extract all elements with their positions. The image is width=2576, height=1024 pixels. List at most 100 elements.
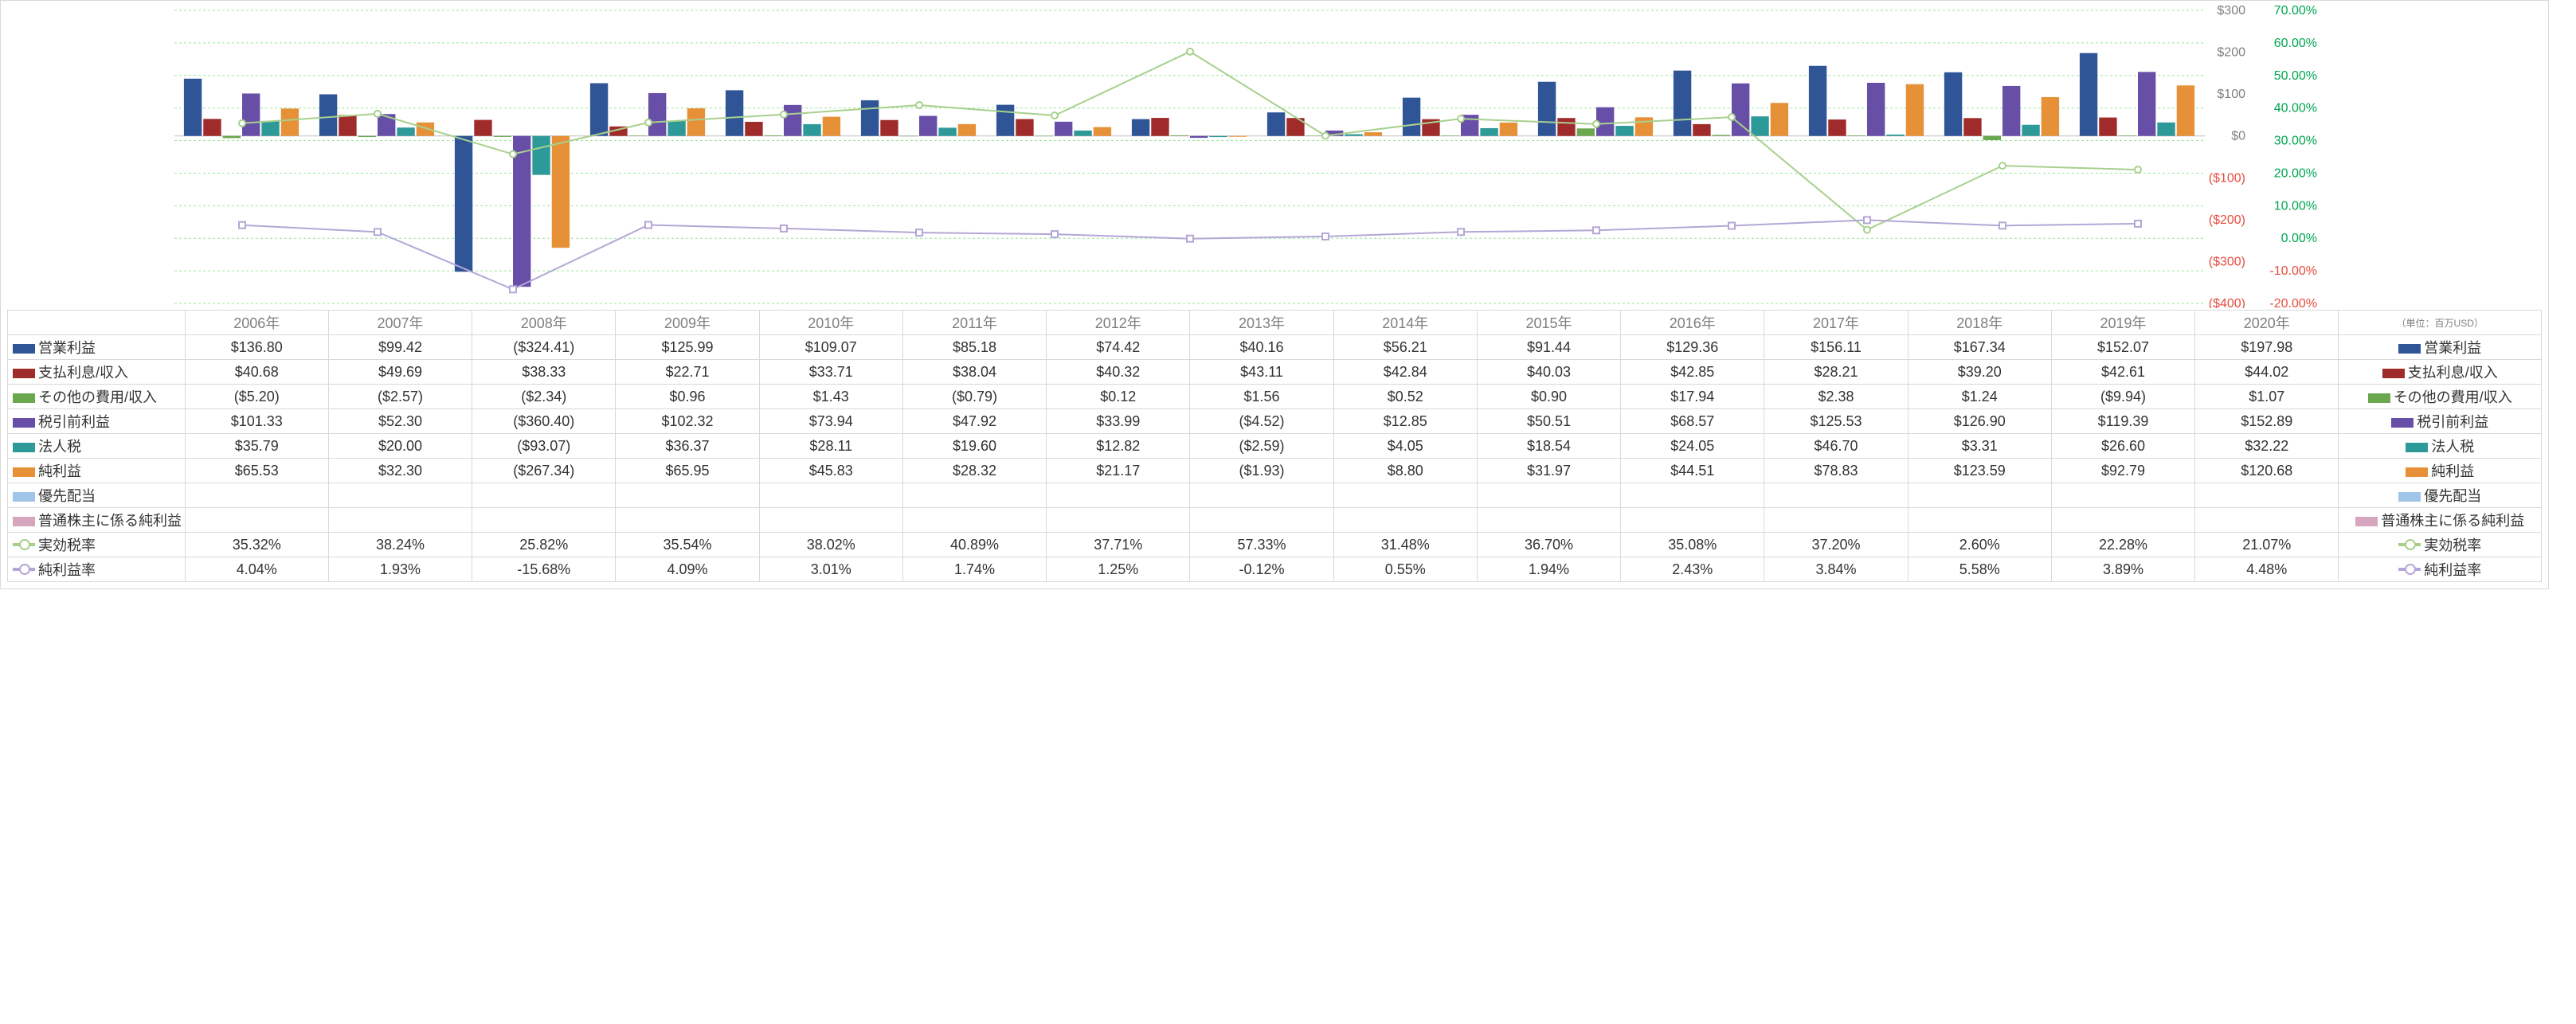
data-cell: $40.68 (185, 360, 328, 385)
data-cell: $1.24 (1908, 385, 2051, 409)
legend-swatch-bar (13, 344, 35, 354)
svg-text:$200: $200 (2217, 46, 2245, 60)
series-name: 法人税 (38, 439, 81, 455)
data-cell: $126.90 (1908, 409, 2051, 434)
data-cell: $33.71 (759, 360, 902, 385)
data-cell (902, 508, 1046, 533)
data-cell: 5.58% (1908, 557, 2051, 582)
data-cell: $91.44 (1477, 335, 1620, 360)
legend-text: 法人税 (2431, 439, 2474, 455)
svg-text:60.00%: 60.00% (2274, 37, 2317, 50)
series-name: 実効税率 (38, 537, 96, 553)
data-cell: 4.09% (616, 557, 759, 582)
data-cell: 38.02% (759, 533, 902, 557)
data-cell: $0.96 (616, 385, 759, 409)
data-cell: $56.21 (1333, 335, 1477, 360)
header-blank (8, 311, 186, 335)
chart-svg: $300$200$100$0($100)($200)($300)($400)70… (7, 6, 2543, 308)
svg-text:-10.00%: -10.00% (2269, 264, 2317, 278)
data-cell: $125.99 (616, 335, 759, 360)
legend-right: 営業利益 (2339, 335, 2542, 360)
data-cell: ($5.20) (185, 385, 328, 409)
data-cell: $40.16 (1190, 335, 1333, 360)
series-name: 普通株主に係る純利益 (38, 513, 182, 529)
data-cell (1621, 483, 1764, 508)
year-header: 2020年 (2195, 311, 2339, 335)
year-header: 2016年 (1621, 311, 1764, 335)
data-cell: $119.39 (2051, 409, 2194, 434)
year-header: 2008年 (472, 311, 616, 335)
data-cell: $31.97 (1477, 459, 1620, 483)
data-cell: $38.33 (472, 360, 616, 385)
svg-text:40.00%: 40.00% (2274, 102, 2317, 115)
data-cell: $2.38 (1764, 385, 1908, 409)
row-label: .swatch.line[style*="#b4a7d6"]::after{bo… (8, 557, 186, 582)
data-cell (759, 483, 902, 508)
data-cell: ($2.59) (1190, 434, 1333, 459)
legend-swatch-bar (2382, 369, 2405, 378)
series-name: 支払利息/収入 (38, 365, 128, 381)
year-header: 2009年 (616, 311, 759, 335)
data-cell (1477, 508, 1620, 533)
data-cell (1333, 483, 1477, 508)
legend-swatch-bar (2368, 393, 2390, 403)
data-cell (616, 508, 759, 533)
data-cell: $136.80 (185, 335, 328, 360)
data-cell: $46.70 (1764, 434, 1908, 459)
legend-text: その他の費用/収入 (2394, 389, 2512, 405)
data-cell: $52.30 (328, 409, 472, 434)
unit-label: （単位：百万USD） (2339, 311, 2542, 335)
legend-swatch-line: .swatch.line[style*="#a8d08d"]::after{bo… (13, 543, 35, 546)
data-cell: 1.74% (902, 557, 1046, 582)
legend-right: その他の費用/収入 (2339, 385, 2542, 409)
data-cell (2051, 508, 2194, 533)
data-cell: $0.90 (1477, 385, 1620, 409)
svg-text:$100: $100 (2217, 88, 2245, 101)
legend-text: 営業利益 (2424, 340, 2481, 356)
legend-right: 純利益 (2339, 459, 2542, 483)
data-cell: $32.30 (328, 459, 472, 483)
legend-swatch-line (2398, 568, 2421, 571)
data-cell: $4.05 (1333, 434, 1477, 459)
row-label: 税引前利益 (8, 409, 186, 434)
series-name: 純利益 (38, 463, 81, 479)
svg-text:($400): ($400) (2209, 297, 2245, 308)
data-cell (1764, 508, 1908, 533)
data-cell: ($360.40) (472, 409, 616, 434)
year-header: 2014年 (1333, 311, 1477, 335)
data-cell: $1.43 (759, 385, 902, 409)
legend-text: 支払利息/収入 (2408, 365, 2498, 381)
svg-text:($300): ($300) (2209, 255, 2245, 268)
series-name: 純利益率 (38, 562, 96, 578)
year-header: 2013年 (1190, 311, 1333, 335)
legend-swatch-bar (2398, 492, 2421, 502)
data-cell: $197.98 (2195, 335, 2339, 360)
data-cell: 21.07% (2195, 533, 2339, 557)
year-header: 2015年 (1477, 311, 1620, 335)
svg-text:20.00%: 20.00% (2274, 166, 2317, 180)
legend-text: 実効税率 (2424, 537, 2481, 553)
svg-text:($100): ($100) (2209, 171, 2245, 185)
legend-right: 普通株主に係る純利益 (2339, 508, 2542, 533)
row-label: 優先配当 (8, 483, 186, 508)
svg-text:0.00%: 0.00% (2281, 232, 2317, 245)
data-cell: $22.71 (616, 360, 759, 385)
legend-text: 純利益 (2431, 463, 2474, 479)
data-cell: $1.56 (1190, 385, 1333, 409)
legend-swatch-bar (2406, 443, 2428, 452)
data-cell: $21.17 (1047, 459, 1190, 483)
data-cell: $33.99 (1047, 409, 1190, 434)
legend-text: 純利益率 (2424, 562, 2481, 578)
data-cell (1333, 508, 1477, 533)
data-cell: 37.20% (1764, 533, 1908, 557)
legend-swatch-bar (2406, 467, 2428, 477)
data-cell: 4.48% (2195, 557, 2339, 582)
data-cell: 2.43% (1621, 557, 1764, 582)
data-cell (902, 483, 1046, 508)
data-cell: 4.04% (185, 557, 328, 582)
series-name: 優先配当 (38, 488, 96, 504)
legend-swatch-bar (13, 517, 35, 526)
svg-text:$300: $300 (2217, 6, 2245, 18)
data-cell: ($2.57) (328, 385, 472, 409)
data-cell: $24.05 (1621, 434, 1764, 459)
